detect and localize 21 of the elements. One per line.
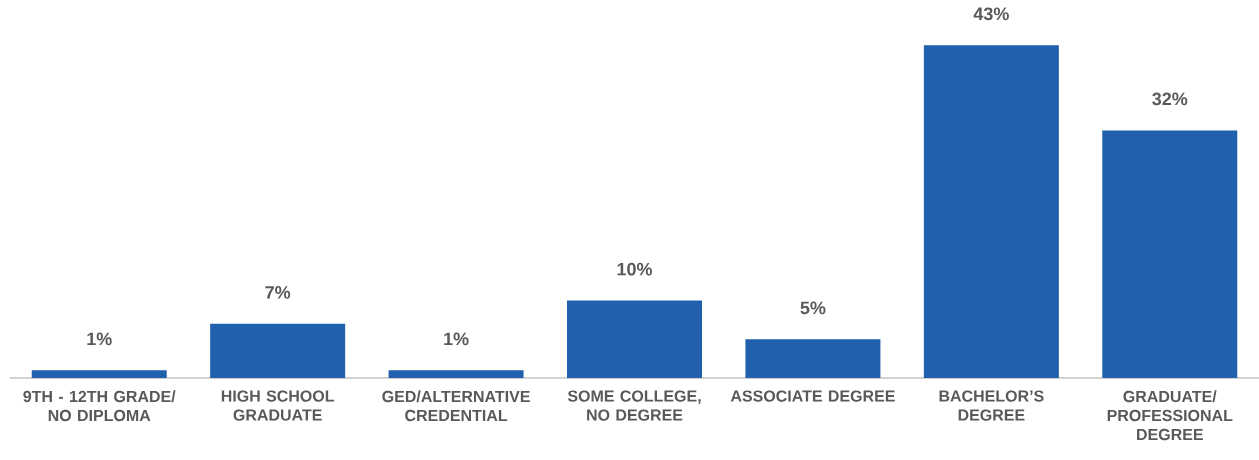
bar [31, 370, 167, 378]
bar [567, 300, 702, 378]
bar [1102, 130, 1238, 378]
data-label: 5% [800, 301, 826, 315]
bar [210, 323, 346, 378]
data-label: 43% [973, 7, 1009, 21]
bar [745, 339, 881, 378]
data-label: 1% [444, 332, 469, 346]
data-label: 32% [1152, 92, 1188, 106]
data-label: 1% [87, 332, 112, 346]
x-tick-label: BACHELOR’S DEGREE [939, 390, 1044, 421]
bar [388, 370, 524, 378]
x-tick-label: GED/ALTERNATIVE CREDENTIAL [382, 390, 530, 422]
data-label: 10% [617, 262, 653, 276]
x-tick-label: 9TH - 12TH GRADE/ NO DIPLOMA [23, 390, 176, 422]
x-tick-label: HIGH SCHOOL GRADUATE [221, 390, 335, 421]
data-label: 7% [265, 286, 291, 299]
x-tick-label: SOME COLLEGE, NO DEGREE [567, 390, 701, 421]
bar [923, 45, 1059, 378]
x-tick-label: ASSOCIATE DEGREE [730, 390, 895, 402]
x-tick-label: GRADUATE/ PROFESSIONAL DEGREE [1107, 390, 1233, 441]
